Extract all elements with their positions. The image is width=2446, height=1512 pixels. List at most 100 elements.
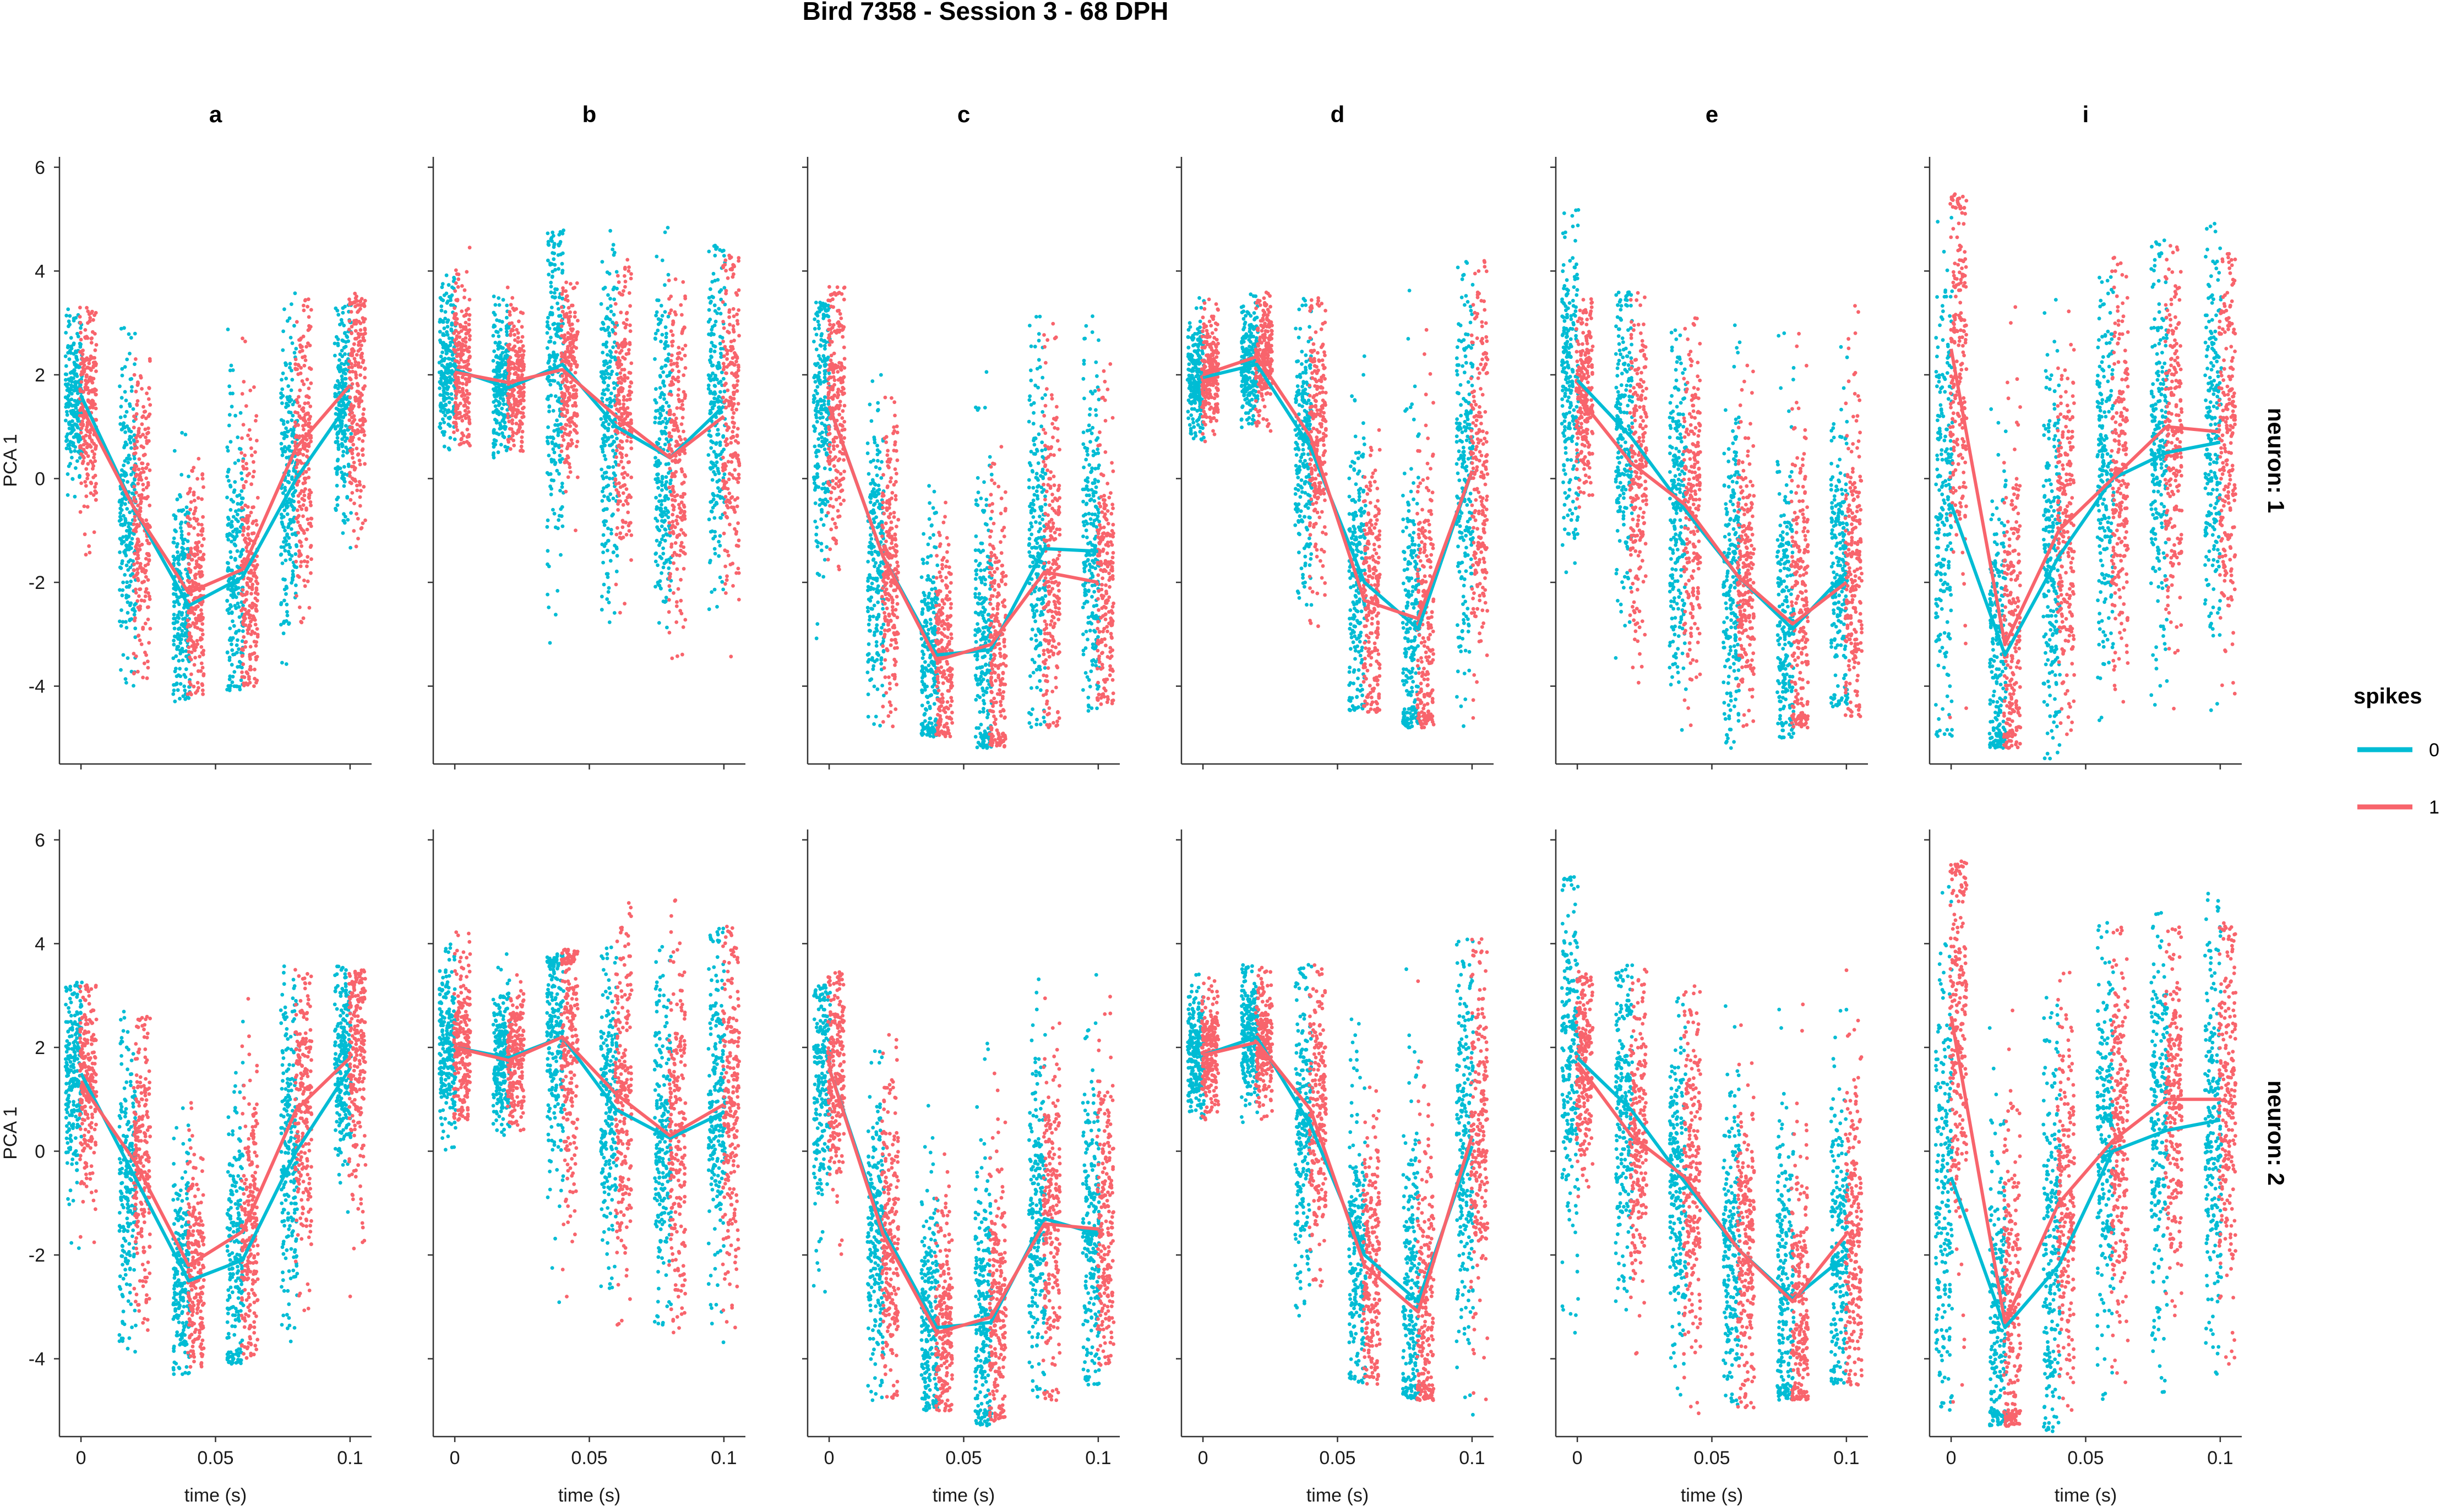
data-point bbox=[304, 345, 308, 349]
data-point bbox=[135, 440, 139, 444]
data-point bbox=[246, 527, 250, 531]
data-point bbox=[306, 401, 310, 405]
data-point bbox=[124, 593, 128, 597]
data-point bbox=[547, 242, 551, 246]
data-point bbox=[287, 550, 291, 554]
data-point bbox=[350, 439, 354, 443]
data-point bbox=[304, 358, 308, 362]
data-point bbox=[95, 343, 99, 347]
data-point bbox=[193, 656, 197, 659]
data-point bbox=[355, 489, 359, 493]
data-point bbox=[660, 430, 663, 434]
data-point bbox=[245, 518, 249, 522]
data-point bbox=[566, 454, 570, 458]
data-point bbox=[340, 471, 344, 474]
data-point bbox=[548, 313, 552, 316]
data-point bbox=[183, 555, 187, 559]
data-point bbox=[178, 495, 182, 499]
data-point bbox=[450, 392, 454, 396]
data-point bbox=[615, 436, 619, 440]
data-point bbox=[133, 457, 137, 461]
data-point bbox=[363, 418, 367, 422]
data-point bbox=[136, 670, 140, 674]
data-point bbox=[553, 287, 557, 291]
data-point bbox=[228, 656, 232, 659]
data-point bbox=[84, 385, 88, 389]
data-point bbox=[243, 616, 247, 620]
data-point bbox=[335, 309, 339, 313]
data-point bbox=[508, 321, 511, 325]
data-point bbox=[468, 328, 472, 332]
data-point bbox=[249, 538, 253, 542]
data-point bbox=[614, 321, 618, 325]
data-point bbox=[660, 503, 663, 507]
data-point bbox=[146, 659, 150, 663]
data-point bbox=[662, 566, 666, 570]
data-point bbox=[443, 326, 446, 330]
data-point bbox=[227, 384, 231, 388]
data-point bbox=[629, 440, 633, 444]
data-point bbox=[362, 332, 366, 336]
data-point bbox=[225, 495, 229, 499]
data-point bbox=[134, 474, 138, 478]
data-point bbox=[608, 620, 612, 624]
data-point bbox=[78, 305, 82, 309]
data-point bbox=[713, 350, 717, 353]
data-point bbox=[85, 358, 89, 362]
data-point bbox=[181, 647, 184, 651]
data-point bbox=[601, 392, 604, 396]
data-point bbox=[134, 588, 138, 592]
data-point bbox=[601, 351, 604, 354]
data-point bbox=[244, 480, 248, 484]
data-point bbox=[239, 411, 243, 415]
data-point bbox=[82, 436, 86, 440]
data-point bbox=[343, 472, 347, 476]
data-point bbox=[566, 445, 570, 449]
data-point bbox=[468, 338, 472, 342]
data-point bbox=[351, 477, 355, 481]
data-point bbox=[295, 543, 298, 547]
y-axis-label: PCA 1 bbox=[0, 434, 21, 487]
data-point bbox=[600, 594, 604, 598]
data-point bbox=[143, 410, 146, 414]
data-point bbox=[137, 494, 141, 498]
data-point bbox=[65, 446, 69, 450]
data-point bbox=[121, 559, 124, 563]
data-point bbox=[518, 350, 522, 353]
data-point bbox=[442, 399, 446, 403]
data-point bbox=[146, 618, 150, 621]
data-point bbox=[248, 428, 252, 432]
data-point bbox=[660, 481, 664, 484]
data-point bbox=[604, 476, 608, 479]
data-point bbox=[602, 533, 606, 537]
data-point bbox=[662, 380, 666, 384]
data-point bbox=[291, 572, 295, 576]
data-point bbox=[522, 390, 526, 394]
data-point bbox=[128, 510, 132, 514]
data-point bbox=[554, 526, 558, 530]
data-point bbox=[492, 311, 495, 315]
data-point bbox=[612, 243, 615, 247]
data-point bbox=[336, 313, 340, 316]
data-point bbox=[611, 370, 614, 374]
data-point bbox=[134, 465, 138, 468]
data-point bbox=[711, 478, 715, 482]
data-point bbox=[176, 632, 180, 636]
data-point bbox=[626, 473, 630, 477]
data-point bbox=[242, 635, 246, 639]
data-point bbox=[716, 433, 720, 436]
data-point bbox=[143, 571, 147, 575]
data-point bbox=[176, 688, 180, 692]
data-point bbox=[455, 321, 459, 325]
data-point bbox=[85, 306, 89, 310]
data-point bbox=[242, 484, 246, 488]
data-point bbox=[91, 381, 95, 385]
data-point bbox=[547, 605, 551, 609]
data-point bbox=[240, 648, 244, 652]
data-point bbox=[559, 422, 563, 426]
data-point bbox=[628, 371, 631, 375]
data-point bbox=[664, 335, 668, 339]
data-point bbox=[454, 342, 457, 346]
data-point bbox=[229, 555, 233, 559]
data-point bbox=[447, 396, 451, 400]
